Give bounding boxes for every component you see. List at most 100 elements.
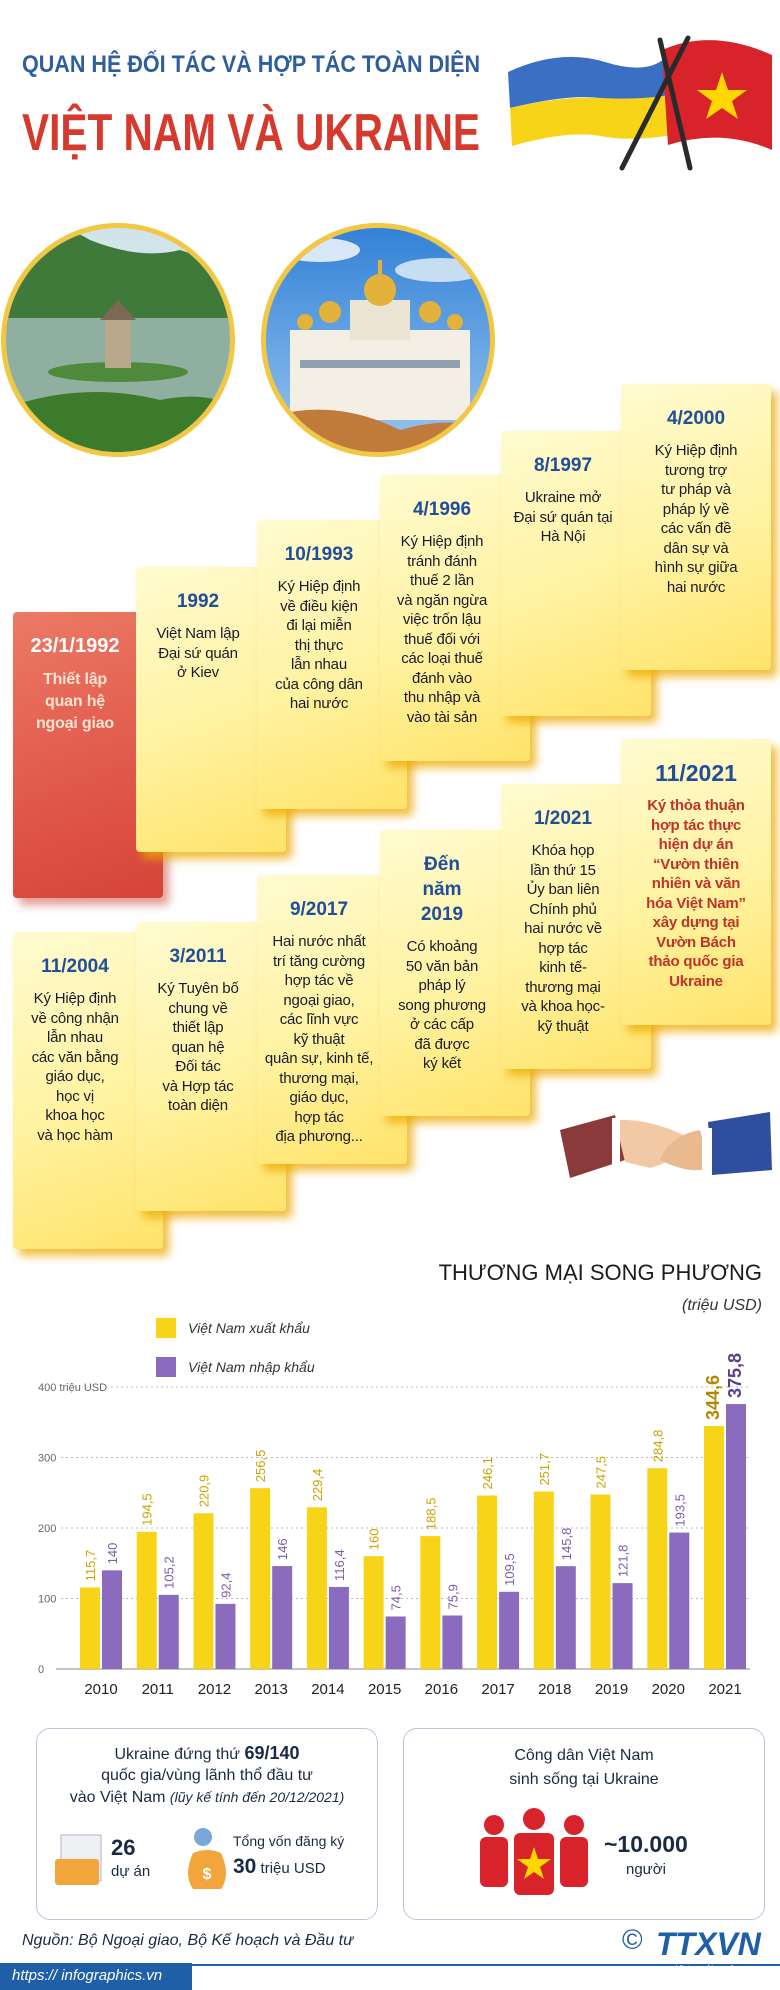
timeline-text: Khóa họp [531, 842, 595, 859]
value-label: 116,4 [332, 1549, 347, 1581]
x-tick-label: 2021 [708, 1681, 741, 1698]
timeline-text: Ký Hiệp định [33, 990, 117, 1007]
timeline-text: hợp tác [538, 939, 588, 957]
timeline-text: kinh tế- [539, 959, 587, 976]
timeline-text: song phương [398, 996, 486, 1014]
bar [477, 1495, 498, 1669]
money-icon: $ [188, 1828, 226, 1889]
people-icon [480, 1808, 588, 1895]
timeline-text: Hà Nội [540, 528, 586, 545]
timeline-text: xây dựng tại [652, 914, 740, 931]
timeline-text: Thiết lập [43, 671, 107, 688]
timeline-text: lẫn nhau [291, 656, 347, 673]
footer-line [0, 1964, 780, 1966]
card-content: 8/1997 Ukraine mở Đại sứ quán tại Hà Nội [501, 453, 625, 547]
value-label: 105,2 [162, 1556, 177, 1589]
x-tick-label: 2010 [84, 1681, 117, 1698]
bar [80, 1587, 100, 1669]
x-tick-label: 2019 [595, 1681, 628, 1698]
photo-kiev [261, 223, 495, 457]
timeline-text: về điều kiện [280, 597, 358, 615]
value-label: 160 [367, 1528, 382, 1550]
timeline-text: ở các cấp [410, 1016, 474, 1033]
x-tick-label: 2015 [368, 1681, 401, 1698]
value-label: 247,5 [594, 1456, 609, 1489]
timeline-text: Hai nước nhất [272, 933, 366, 950]
copyright: © [622, 1924, 643, 1955]
footer-url[interactable]: https:// infographics.vn [12, 1967, 163, 1984]
y-tick-label: 0 [38, 1664, 44, 1676]
timeline-text: “Vườn thiên [653, 855, 739, 873]
footer-band [0, 1963, 192, 1990]
y-tick-label: 200 [38, 1523, 56, 1535]
value-label: 246,1 [480, 1457, 495, 1490]
timeline-text: đánh vào [411, 669, 473, 687]
stat-text: sinh sống tại Ukraine [509, 1771, 659, 1788]
timeline-text: ngoại giao, [283, 991, 355, 1009]
x-tick-label: 2018 [538, 1681, 571, 1698]
timeline-text: Ký thỏa thuận [647, 797, 745, 814]
timeline-text: Ủy ban liên [526, 881, 600, 898]
stat-text: quốc gia/vùng lãnh thổ đầu tư [101, 1767, 313, 1784]
timeline-text: đi lại miễn [286, 617, 352, 634]
bar [420, 1536, 441, 1669]
timeline-text: thị thực [294, 636, 344, 654]
card-content: 1992 Việt Nam lập Đại sứ quán ở Kiev [136, 589, 260, 683]
bar [136, 1531, 157, 1669]
timeline-text: hai nước về [524, 920, 602, 937]
card-content: 1/2021 Khóa họp lần thứ 15 Ủy ban liên Chính… [501, 806, 625, 1036]
timeline-text: tương trợ [664, 461, 728, 479]
timeline-text: ký kết [423, 1055, 461, 1072]
timeline-text: toàn diện [168, 1097, 228, 1114]
timeline-text: học vị [56, 1087, 94, 1105]
timeline-text: Đối tác [175, 1058, 221, 1075]
stat-capital: 30 [233, 1855, 257, 1878]
legend-swatch [156, 1357, 176, 1377]
timeline-text: và học hàm [37, 1126, 113, 1144]
timeline-text: lần thứ 15 [530, 861, 596, 879]
bar [669, 1532, 690, 1669]
timeline-text: các loại thuế [401, 650, 483, 667]
stat-rank: 69/140 [244, 1743, 300, 1763]
timeline-text: chung về [168, 999, 228, 1017]
legend-label: Việt Nam xuất khẩu [188, 1320, 310, 1336]
x-tick-label: 2017 [481, 1681, 514, 1698]
timeline-text: về công nhận [31, 1009, 119, 1027]
value-label: 146 [275, 1538, 290, 1560]
card-content: 4/2000 Ký Hiệp định tương trợ tư pháp và phá… [621, 406, 771, 597]
card-content: 23/1/1992 Thiết lập quan hệ ngoại giao [13, 634, 137, 735]
value-label: 193,5 [672, 1494, 687, 1527]
timeline-text: kỹ thuật [537, 1017, 589, 1035]
timeline-text: các vấn đề [660, 520, 732, 537]
stat-text: vào Việt Nam [69, 1789, 166, 1806]
timeline-text: ngoại giao [35, 715, 114, 732]
timeline-text: và khoa học- [521, 998, 605, 1015]
timeline-text: pháp lý về [662, 500, 730, 518]
stat-projects: 26 [111, 1835, 136, 1860]
x-tick-label: 2012 [198, 1681, 231, 1698]
x-tick-label: 2016 [425, 1681, 458, 1698]
card-content: 3/2011 Ký Tuyên bố chung về thiết lập quan h… [136, 944, 260, 1116]
value-label: 220,9 [196, 1475, 211, 1508]
y-tick-label: 400 triệu USD [38, 1382, 107, 1394]
timeline-text: quân sự, kinh tế, [264, 1050, 374, 1067]
stat-text: Công dân Việt Nam [514, 1747, 654, 1764]
value-label: 109,5 [502, 1553, 517, 1586]
timeline-text: của công dân [275, 675, 363, 693]
bar [250, 1488, 271, 1669]
timeline-text: thảo quốc gia [648, 953, 744, 970]
timeline-date: 11/2021 [655, 760, 737, 786]
timeline-text: hóa Việt Nam” [646, 894, 746, 912]
timeline-text: ở Kiev [177, 664, 219, 681]
timeline-text: Ký Hiệp định [277, 578, 361, 595]
timeline-date: 9/2017 [289, 899, 349, 920]
card-content: 9/2017 Hai nước nhất trí tăng cường hợp tác… [257, 897, 381, 1147]
bar [647, 1468, 668, 1669]
timeline-text: Ukraine [669, 972, 723, 990]
timeline-text: thương mại [525, 978, 601, 996]
timeline-text: các lĩnh vực [279, 1011, 359, 1028]
title-line-1: QUAN HỆ ĐỐI TÁC VÀ HỢP TÁC TOÀN DIỆN [22, 50, 480, 78]
bar [385, 1616, 406, 1669]
flags [508, 35, 772, 171]
